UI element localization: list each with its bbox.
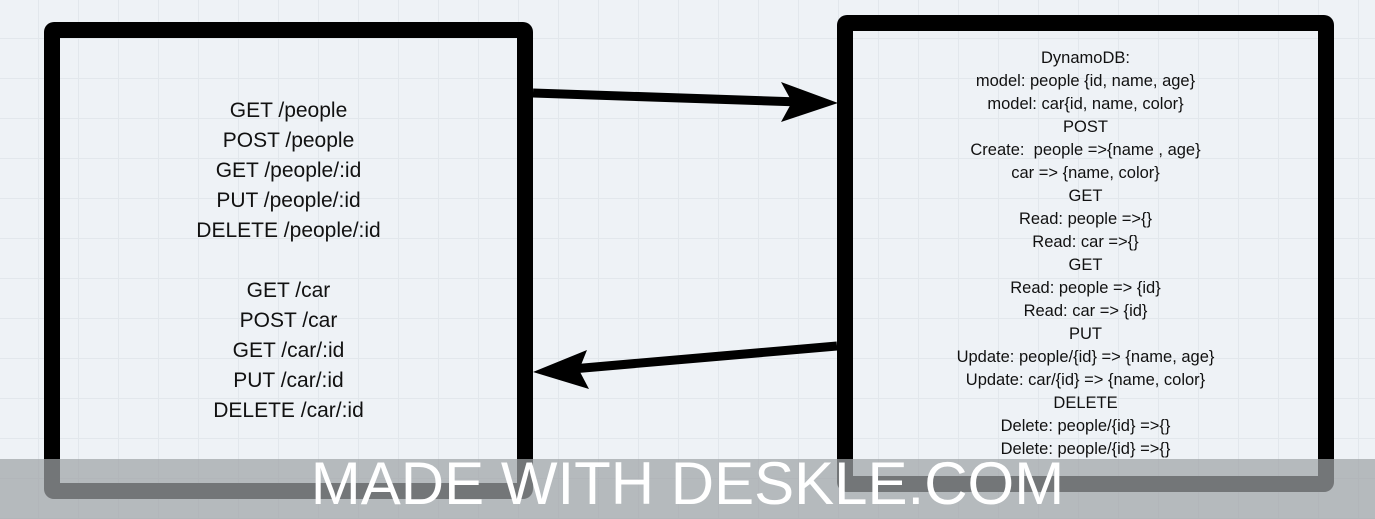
post-heading: POST	[1063, 118, 1108, 136]
car-endpoint-list: GET /car POST /car GET /car/:id PUT /car…	[60, 276, 517, 426]
watermark-band	[0, 459, 1375, 519]
arrow-to-dynamodb-head	[781, 82, 838, 122]
get-by-id-heading: GET	[1068, 256, 1103, 274]
dynamodb-description: DynamoDB: model: people {id, name, age} …	[853, 47, 1318, 461]
endpoint-put-car-by-id: PUT /car/:id	[233, 369, 344, 392]
watermark-text: MADE WITH DESKLE.COM	[310, 450, 1065, 517]
arrow-to-dynamodb-shaft	[532, 88, 801, 107]
endpoint-put-person-by-id: PUT /people/:id	[216, 189, 361, 212]
dynamodb-heading: DynamoDB:	[1041, 49, 1130, 67]
read-people-by-id-line: Read: people => {id}	[1010, 279, 1161, 297]
endpoint-post-people: POST /people	[222, 129, 355, 152]
model-people-line: model: people {id, name, age}	[975, 72, 1196, 90]
put-heading: PUT	[1069, 325, 1102, 343]
endpoint-get-person-by-id: GET /people/:id	[215, 159, 362, 182]
create-people-line: Create: people =>{name , age}	[970, 141, 1201, 159]
arrow-to-dynamodb	[532, 82, 838, 122]
endpoint-get-car: GET /car	[246, 279, 331, 302]
endpoint-post-car: POST /car	[239, 309, 338, 332]
endpoint-get-car-by-id: GET /car/:id	[232, 339, 345, 362]
create-car-line: car => {name, color}	[1011, 164, 1160, 182]
arrow-to-api-head	[533, 350, 589, 389]
model-car-line: model: car{id, name, color}	[987, 95, 1184, 113]
update-car-line: Update: car/{id} => {name, color}	[965, 371, 1206, 389]
update-people-line: Update: people/{id} => {name, age}	[956, 348, 1215, 366]
people-endpoint-list: GET /people POST /people GET /people/:id…	[60, 96, 517, 246]
get-heading: GET	[1068, 187, 1103, 205]
read-people-line: Read: people =>{}	[1018, 210, 1153, 228]
delete-people-line-repeat: Delete: people/{id} =>{}	[1000, 440, 1171, 458]
delete-heading: DELETE	[1053, 394, 1118, 412]
delete-people-line: Delete: people/{id} =>{}	[1000, 417, 1171, 435]
endpoint-delete-person-by-id: DELETE /people/:id	[196, 219, 381, 242]
arrow-to-api	[533, 341, 838, 389]
arrow-to-api-shaft	[571, 341, 838, 374]
endpoint-delete-car-by-id: DELETE /car/:id	[213, 399, 364, 422]
endpoint-get-people: GET /people	[229, 99, 348, 122]
read-car-by-id-line: Read: car => {id}	[1023, 302, 1148, 320]
read-car-line: Read: car =>{}	[1032, 233, 1139, 251]
